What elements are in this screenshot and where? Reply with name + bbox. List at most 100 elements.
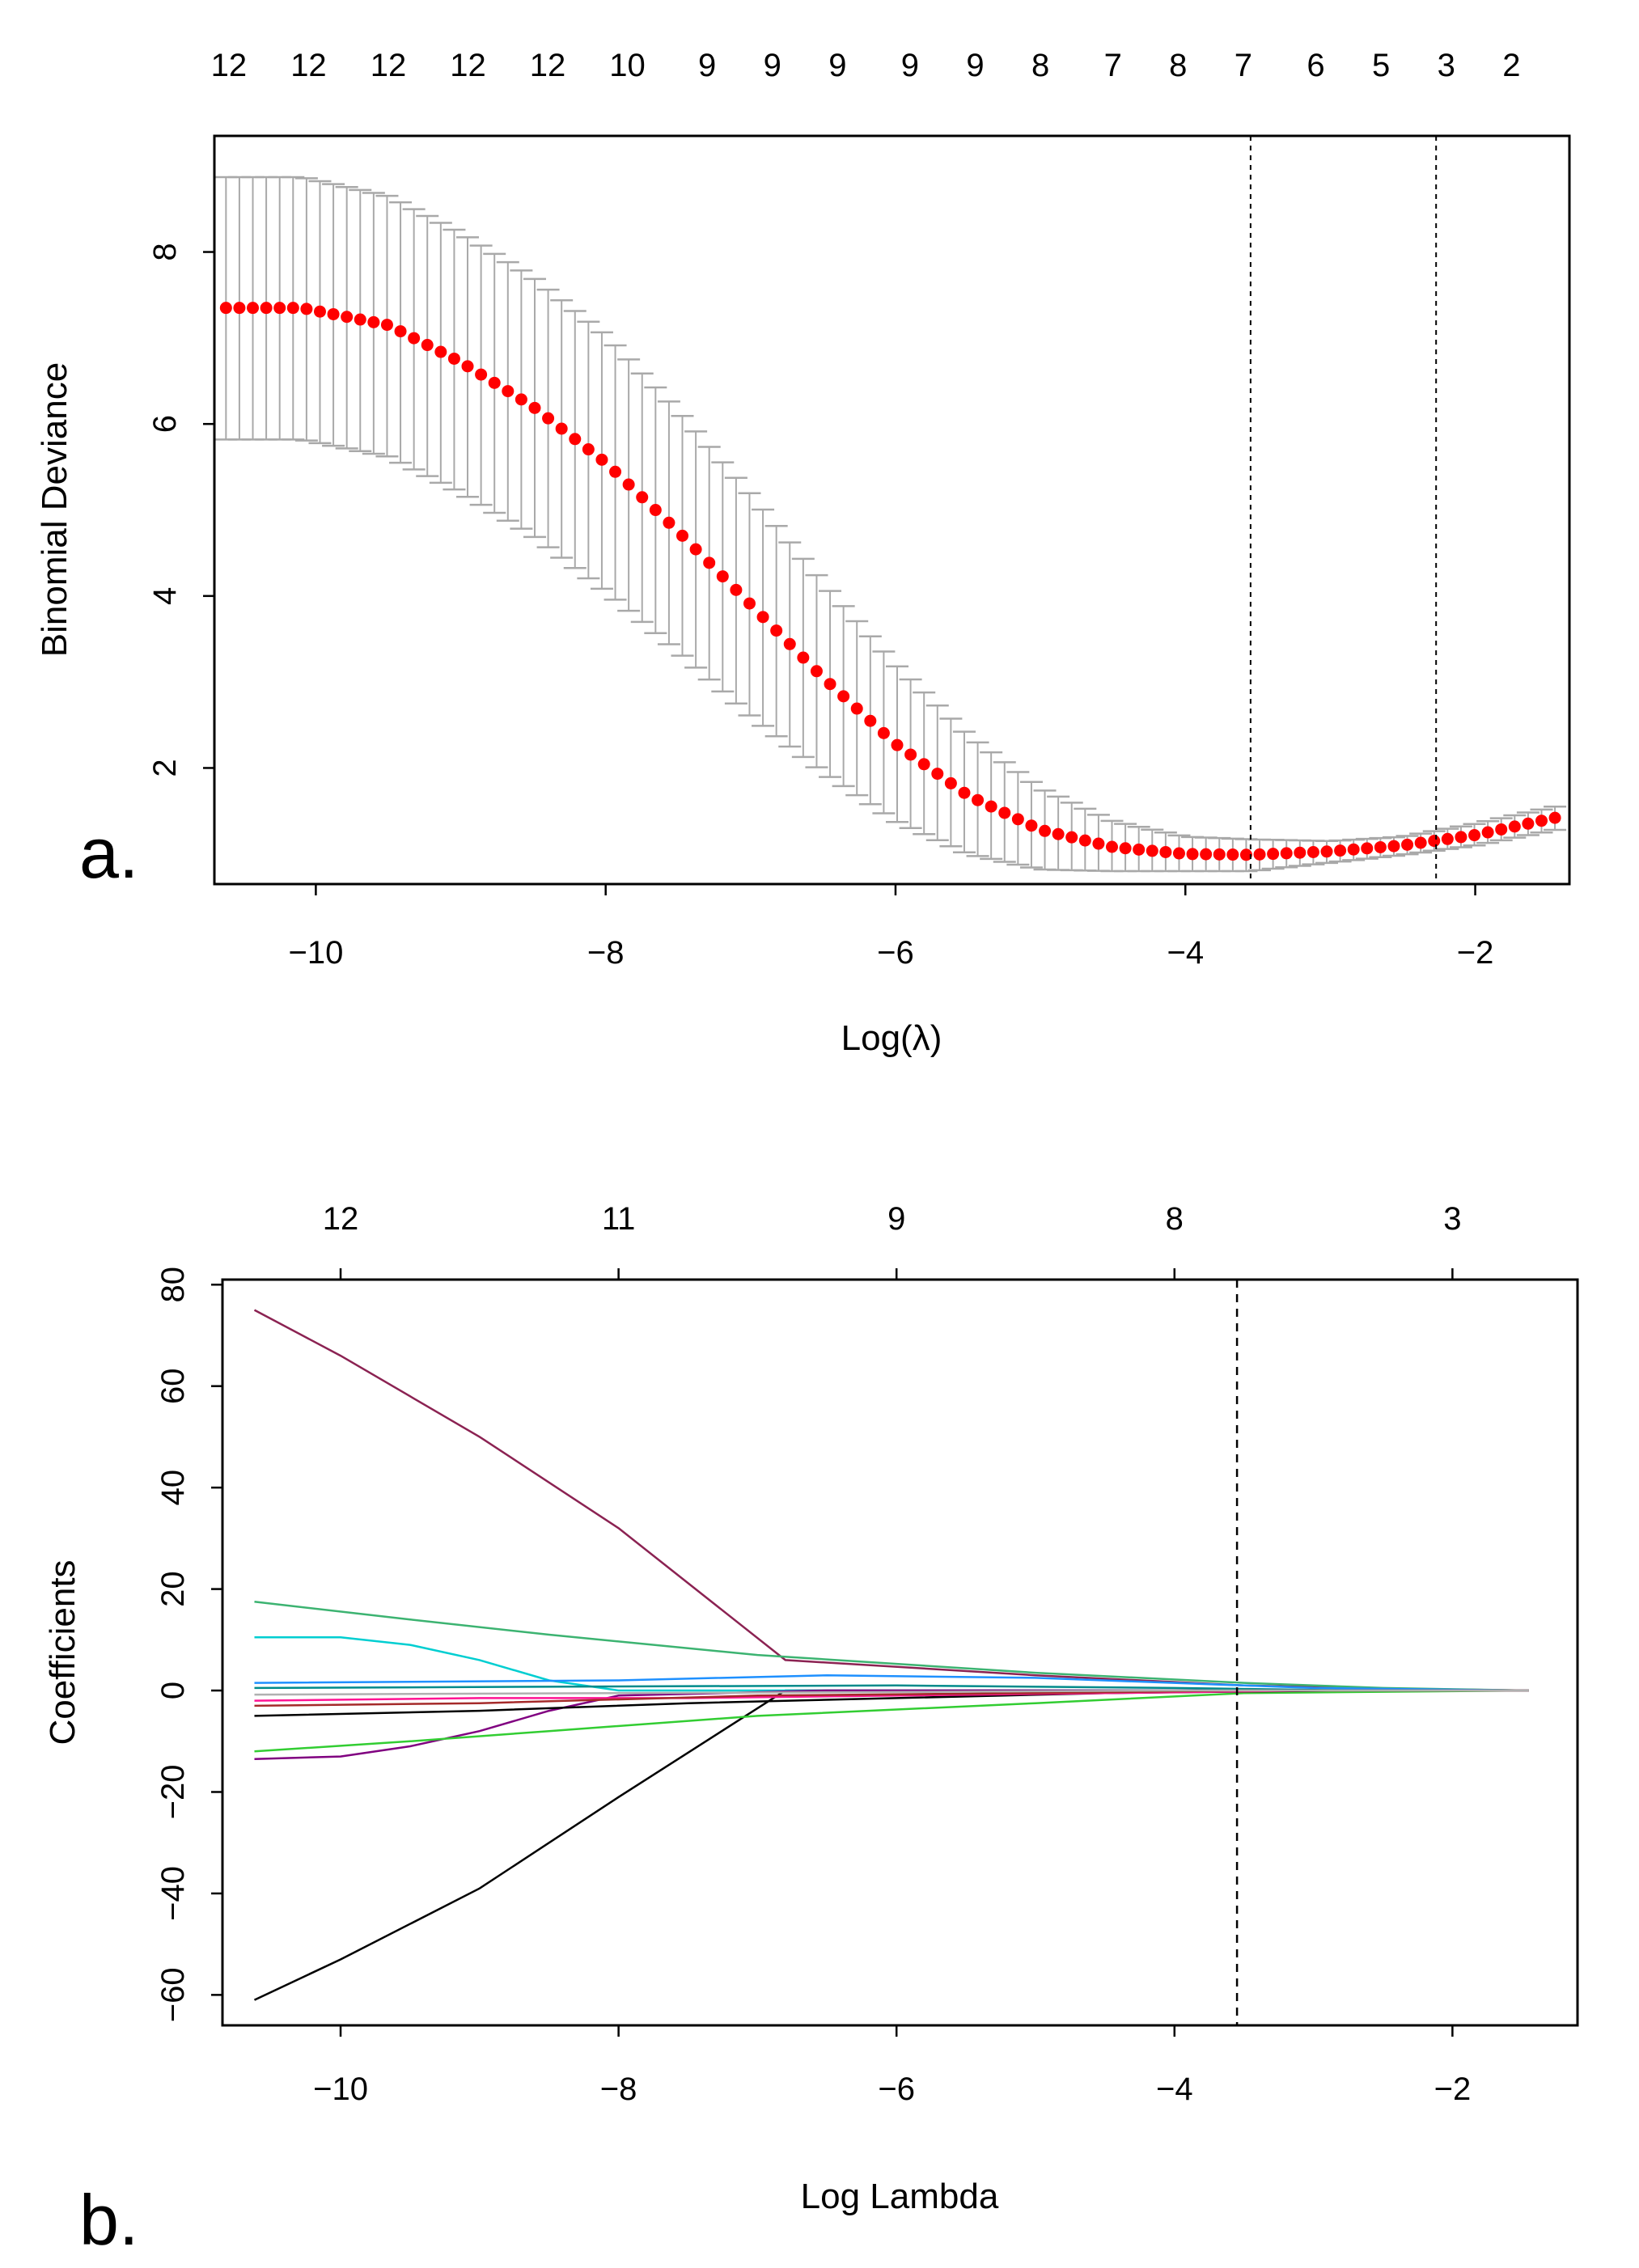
- deviance-point: [1172, 847, 1185, 860]
- deviance-point: [461, 360, 474, 373]
- deviance-point: [1226, 848, 1239, 861]
- deviance-point: [1320, 845, 1333, 858]
- top-count-label: 12: [323, 1201, 359, 1237]
- top-count-label: 12: [530, 48, 566, 83]
- coefficient-path: [254, 1673, 1529, 1692]
- deviance-point: [233, 302, 246, 315]
- top-count-label: 8: [1031, 48, 1049, 83]
- top-count-label: 12: [211, 48, 248, 83]
- deviance-point: [1078, 834, 1091, 847]
- deviance-point: [1401, 838, 1414, 851]
- deviance-point: [1011, 813, 1024, 826]
- deviance-point: [1495, 823, 1508, 836]
- deviance-point: [354, 313, 366, 326]
- deviance-point: [260, 302, 273, 315]
- deviance-point: [219, 302, 232, 315]
- y-tick-label: 0: [155, 1682, 191, 1699]
- deviance-point: [1387, 840, 1400, 853]
- deviance-point: [904, 748, 917, 761]
- top-count-label: 8: [1166, 1201, 1184, 1237]
- top-count-label: 12: [290, 48, 327, 83]
- deviance-point: [958, 786, 971, 799]
- coefficient-path: [254, 1689, 1529, 1760]
- deviance-point: [1535, 815, 1548, 827]
- top-count-label: 3: [1443, 1201, 1461, 1237]
- y-tick-label: 80: [155, 1267, 191, 1303]
- x-tick-label: −4: [1156, 2071, 1193, 2107]
- coefficient-path: [254, 1635, 1529, 1692]
- y-axis-ticks: 2 4 6 8: [147, 243, 214, 777]
- x-tick-label: −4: [1167, 935, 1204, 971]
- deviance-point: [313, 305, 326, 318]
- deviance-point: [247, 302, 260, 315]
- deviance-point: [300, 303, 313, 315]
- y-tick-label: 6: [147, 415, 183, 433]
- deviance-point: [985, 800, 997, 813]
- top-count-label: 12: [371, 48, 407, 83]
- deviance-point: [341, 311, 354, 324]
- deviance-point: [502, 385, 515, 398]
- deviance-point: [1239, 848, 1252, 861]
- deviance-point: [475, 368, 488, 381]
- y-tick-label: −60: [155, 1967, 191, 2022]
- deviance-point: [434, 345, 447, 358]
- deviance-point: [1280, 847, 1293, 860]
- y-tick-label: 60: [155, 1368, 191, 1404]
- deviance-point: [864, 714, 877, 727]
- coefficient-path: [253, 1689, 1529, 2001]
- top-count-label: 7: [1235, 48, 1252, 83]
- top-count-label: 2: [1502, 48, 1520, 83]
- deviance-point: [1186, 848, 1199, 861]
- x-tick-label: −8: [600, 2071, 637, 2107]
- y-tick-label: 4: [147, 587, 183, 605]
- y-tick-label: 40: [155, 1470, 191, 1506]
- coefficient-path: [254, 1689, 1529, 1696]
- deviance-point: [837, 690, 850, 703]
- deviance-point: [609, 465, 622, 478]
- deviance-point: [636, 491, 649, 504]
- top-count-label: 9: [887, 1201, 905, 1237]
- top-count-label: 6: [1307, 48, 1324, 83]
- deviance-point: [931, 768, 944, 781]
- deviance-point: [663, 516, 676, 529]
- deviance-point: [1092, 837, 1105, 850]
- top-count-label: 11: [602, 1201, 636, 1237]
- x-axis-ticks: −10 −8 −6 −4 −2: [313, 2025, 1471, 2107]
- x-tick-label: −6: [878, 2071, 915, 2107]
- deviance-point: [273, 302, 286, 315]
- deviance-point: [1106, 840, 1119, 853]
- deviance-point: [944, 776, 957, 789]
- deviance-point: [622, 478, 635, 491]
- top-count-label: 9: [901, 48, 919, 83]
- y-axis-title: Binomial Deviance: [35, 362, 74, 657]
- deviance-point: [1200, 848, 1213, 861]
- deviance-point: [1039, 824, 1052, 837]
- top-count-label: 7: [1104, 48, 1122, 83]
- deviance-point: [972, 793, 985, 806]
- top-count-label: 9: [966, 48, 984, 83]
- top-count-label: 10: [609, 48, 646, 83]
- top-count-label: 3: [1438, 48, 1455, 83]
- top-count-label: 9: [698, 48, 716, 83]
- deviance-point: [488, 376, 501, 389]
- deviance-point: [447, 352, 460, 365]
- deviance-point: [367, 315, 380, 328]
- deviance-point: [1414, 836, 1427, 849]
- top-count-label: 8: [1169, 48, 1187, 83]
- deviance-point: [582, 443, 595, 456]
- deviance-point: [716, 570, 729, 583]
- deviance-point: [1374, 840, 1387, 853]
- deviance-point: [689, 543, 702, 556]
- deviance-point: [528, 401, 541, 414]
- x-tick-label: −2: [1434, 2071, 1472, 2107]
- deviance-point: [1267, 848, 1280, 861]
- panel-label: a.: [79, 813, 138, 893]
- y-axis-title: Coefficients: [43, 1559, 83, 1745]
- deviance-point: [286, 302, 299, 315]
- deviance-point: [327, 307, 340, 320]
- deviance-point: [1428, 835, 1441, 848]
- top-count-label: 9: [764, 48, 781, 83]
- y-tick-label: −40: [155, 1866, 191, 1921]
- x-axis-title: Log Lambda: [801, 2177, 999, 2216]
